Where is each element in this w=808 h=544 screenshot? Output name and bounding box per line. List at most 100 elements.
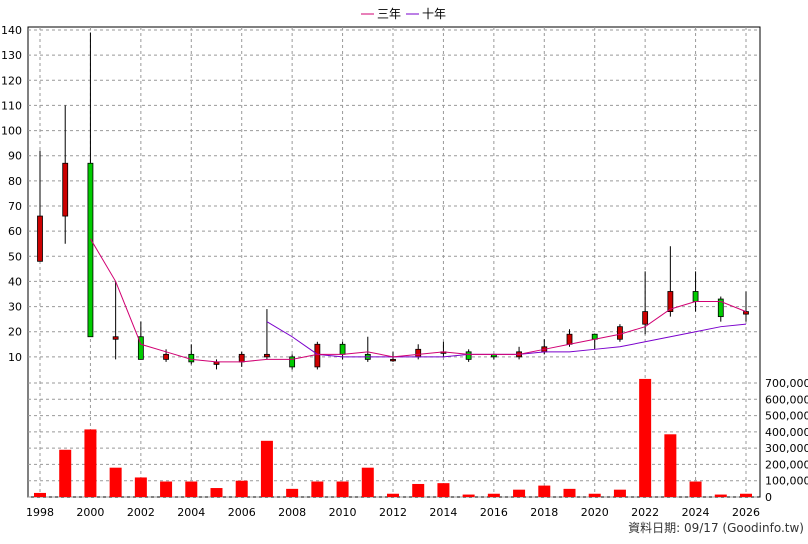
x-tick-label: 2006 bbox=[228, 506, 256, 519]
volume-tick-label: 400,000 bbox=[765, 426, 808, 439]
ma3-line bbox=[89, 238, 747, 363]
price-tick-label: 80 bbox=[8, 175, 22, 188]
candle-body bbox=[188, 353, 195, 363]
volume-bar bbox=[210, 488, 223, 497]
candle-body bbox=[163, 353, 169, 360]
volume-bar bbox=[260, 440, 273, 497]
volume-bar bbox=[185, 481, 198, 497]
volume-bar bbox=[588, 493, 601, 497]
volume-tick-label: 200,000 bbox=[765, 458, 808, 471]
volume-bars bbox=[34, 378, 752, 497]
price-tick-label: 140 bbox=[1, 24, 22, 37]
candle-body bbox=[289, 356, 296, 368]
volume-bar bbox=[513, 489, 526, 497]
price-tick-label: 110 bbox=[1, 99, 22, 112]
price-tick-label: 20 bbox=[8, 326, 22, 339]
candle-body bbox=[37, 215, 43, 262]
volume-tick-label: 0 bbox=[765, 491, 772, 504]
price-tick-label: 40 bbox=[8, 275, 22, 288]
x-tick-label: 2004 bbox=[177, 506, 205, 519]
x-tick-label: 2022 bbox=[631, 506, 659, 519]
volume-bar bbox=[538, 485, 551, 497]
volume-bar bbox=[286, 488, 299, 497]
volume-bar bbox=[437, 483, 450, 497]
volume-tick-label: 100,000 bbox=[765, 475, 808, 488]
volume-tick-label: 600,000 bbox=[765, 393, 808, 406]
price-tick-label: 90 bbox=[8, 150, 22, 163]
x-tick-label: 2016 bbox=[480, 506, 508, 519]
grid bbox=[27, 26, 761, 498]
candle-body bbox=[717, 298, 724, 318]
candle-body bbox=[642, 311, 649, 325]
candle-body bbox=[743, 311, 749, 315]
candle-body bbox=[238, 353, 245, 363]
x-tick-label: 2012 bbox=[379, 506, 407, 519]
volume-bar bbox=[714, 494, 727, 497]
x-tick-label: 2002 bbox=[127, 506, 155, 519]
candle-body bbox=[415, 348, 422, 358]
x-tick-label: 2000 bbox=[76, 506, 104, 519]
candle-body bbox=[390, 358, 396, 362]
price-tick-label: 100 bbox=[1, 125, 22, 138]
x-tick-label: 2020 bbox=[581, 506, 609, 519]
ma10-line bbox=[266, 321, 747, 358]
x-tick-label: 2018 bbox=[530, 506, 558, 519]
data-date-note: 資料日期: 09/17 (Goodinfo.tw) bbox=[628, 521, 804, 535]
candle-body bbox=[465, 351, 472, 360]
candle-body bbox=[339, 343, 346, 355]
candle-body bbox=[667, 291, 674, 313]
volume-bar bbox=[462, 494, 475, 497]
volume-bar bbox=[336, 481, 349, 497]
legend-ma10-label: 十年 bbox=[422, 7, 446, 21]
candle-body bbox=[87, 162, 94, 338]
price-tick-label: 60 bbox=[8, 225, 22, 238]
candle-body bbox=[314, 343, 321, 368]
volume-bar bbox=[59, 449, 72, 497]
candle-body bbox=[566, 333, 573, 345]
x-tick-label: 1998 bbox=[26, 506, 54, 519]
price-tick-label: 10 bbox=[8, 351, 22, 364]
x-tick-label: 2008 bbox=[278, 506, 306, 519]
price-tick-label: 30 bbox=[8, 301, 22, 314]
volume-bar bbox=[412, 483, 425, 497]
volume-bar bbox=[487, 493, 500, 497]
legend-ma3-label: 三年 bbox=[377, 7, 401, 21]
volume-tick-label: 700,000 bbox=[765, 377, 808, 390]
price-tick-label: 130 bbox=[1, 49, 22, 62]
candle-body bbox=[692, 291, 699, 302]
moving-averages bbox=[89, 238, 747, 363]
volume-bar bbox=[160, 481, 173, 497]
volume-bar bbox=[563, 488, 576, 497]
candle-body bbox=[264, 353, 270, 358]
price-tick-label: 120 bbox=[1, 74, 22, 87]
volume-tick-label: 300,000 bbox=[765, 442, 808, 455]
volume-bar bbox=[34, 492, 46, 497]
x-tick-label: 2014 bbox=[429, 506, 457, 519]
legend: 三年 十年 bbox=[361, 7, 446, 21]
candle-body bbox=[617, 326, 623, 340]
volume-bar bbox=[664, 434, 677, 497]
volume-bar bbox=[84, 429, 97, 497]
x-tick-label: 2024 bbox=[682, 506, 710, 519]
volume-bar bbox=[235, 480, 248, 497]
volume-bar bbox=[134, 477, 147, 497]
x-tick-label: 2026 bbox=[732, 506, 760, 519]
price-tick-label: 50 bbox=[8, 250, 22, 263]
volume-bar bbox=[361, 467, 374, 497]
volume-bar bbox=[387, 493, 399, 497]
volume-bar bbox=[639, 378, 652, 497]
candle-body bbox=[137, 336, 144, 360]
volume-bar bbox=[613, 489, 626, 497]
candle-body bbox=[112, 336, 119, 340]
x-tick-label: 2010 bbox=[329, 506, 357, 519]
axes: 1998 2000 2002 2004 2006 2008 2010 2012 2014 2016… bbox=[1, 24, 808, 519]
candle-body bbox=[62, 162, 69, 217]
volume-bar bbox=[109, 467, 122, 497]
volume-bar bbox=[689, 481, 702, 497]
volume-bar bbox=[311, 481, 324, 497]
volume-tick-label: 500,000 bbox=[765, 410, 808, 423]
price-tick-label: 70 bbox=[8, 200, 22, 213]
volume-bar bbox=[740, 493, 752, 497]
